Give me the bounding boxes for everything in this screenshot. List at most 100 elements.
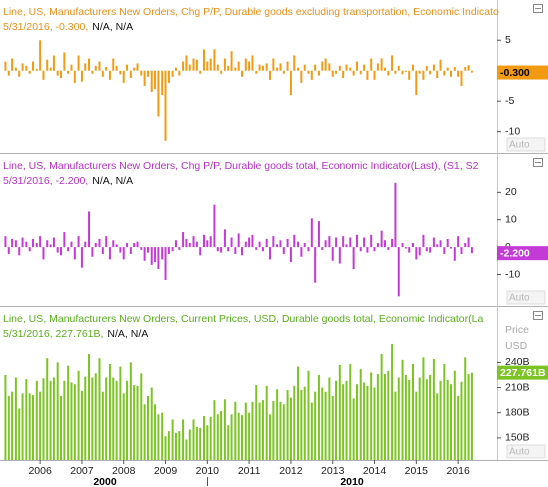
bar bbox=[453, 67, 456, 71]
bar bbox=[105, 236, 108, 248]
bar bbox=[397, 377, 400, 460]
bar bbox=[164, 247, 167, 280]
bar bbox=[52, 377, 55, 460]
panel-title: Line, US, Manufacturers New Orders, Curr… bbox=[3, 313, 483, 325]
bar bbox=[70, 64, 73, 71]
bar bbox=[244, 241, 247, 248]
bar bbox=[272, 236, 275, 248]
x-tick-label: 2008 bbox=[112, 465, 136, 477]
bar bbox=[467, 65, 470, 71]
bar bbox=[276, 67, 279, 71]
bar bbox=[223, 229, 226, 248]
bar bbox=[174, 432, 177, 460]
bar bbox=[227, 425, 230, 460]
bar bbox=[18, 247, 21, 256]
bar bbox=[84, 376, 87, 460]
bar bbox=[310, 402, 313, 460]
bar bbox=[363, 382, 366, 460]
bar bbox=[237, 61, 240, 71]
bar bbox=[387, 247, 390, 250]
bar bbox=[195, 59, 198, 71]
bar bbox=[265, 238, 268, 248]
bar bbox=[223, 399, 226, 460]
bar bbox=[352, 247, 355, 270]
bar bbox=[307, 370, 310, 460]
bar bbox=[237, 233, 240, 248]
bar bbox=[188, 243, 191, 248]
bar bbox=[244, 58, 247, 71]
bar bbox=[213, 204, 216, 248]
panel-title: Line, US, Manufacturers New Orders, Chg … bbox=[3, 160, 479, 172]
auto-button[interactable]: Auto bbox=[509, 140, 530, 151]
bar bbox=[342, 236, 345, 248]
bar bbox=[279, 401, 282, 460]
bar bbox=[202, 416, 205, 460]
bar bbox=[265, 63, 268, 71]
bar bbox=[70, 241, 73, 248]
bar bbox=[11, 58, 14, 71]
bar bbox=[464, 243, 467, 248]
panel-subtitle: 5/31/2016, -0.300, N/A, N/A bbox=[3, 21, 133, 33]
bar bbox=[349, 364, 352, 460]
bar bbox=[443, 70, 446, 76]
bar bbox=[258, 241, 261, 248]
bar bbox=[446, 379, 449, 460]
bar bbox=[178, 431, 181, 460]
bar bbox=[470, 247, 473, 254]
subtitle-extra: N/A, N/A bbox=[107, 328, 148, 340]
bar bbox=[157, 70, 160, 117]
bar bbox=[108, 364, 111, 460]
y-tick-label: 20 bbox=[505, 186, 517, 198]
bar bbox=[394, 391, 397, 460]
bar bbox=[401, 70, 404, 75]
bar bbox=[300, 390, 303, 460]
y-axis-label: Price bbox=[505, 324, 529, 336]
bar bbox=[199, 427, 202, 460]
bar bbox=[380, 230, 383, 248]
bar bbox=[178, 70, 181, 76]
bar bbox=[289, 70, 292, 96]
bar bbox=[101, 391, 104, 460]
bar bbox=[192, 236, 195, 248]
bar bbox=[136, 385, 139, 460]
bar bbox=[77, 370, 80, 460]
bar bbox=[202, 234, 205, 248]
auto-button-box bbox=[506, 137, 546, 152]
bar bbox=[4, 236, 7, 248]
bar bbox=[394, 70, 397, 74]
bar bbox=[188, 429, 191, 460]
bar bbox=[457, 70, 460, 77]
bar bbox=[349, 67, 352, 71]
bar bbox=[91, 377, 94, 460]
bar bbox=[182, 232, 185, 248]
bar bbox=[25, 241, 28, 248]
bar bbox=[115, 65, 118, 71]
bar bbox=[230, 51, 233, 71]
y-tick-label: -10 bbox=[505, 125, 520, 137]
bar bbox=[279, 63, 282, 71]
bar bbox=[282, 404, 285, 460]
bar bbox=[387, 370, 390, 460]
bar bbox=[126, 380, 129, 460]
bar bbox=[307, 247, 310, 252]
bar bbox=[11, 238, 14, 248]
x-tick-label: 2014 bbox=[363, 465, 387, 477]
bar bbox=[192, 419, 195, 460]
bar bbox=[195, 241, 198, 248]
panel-title: Line, US, Manufacturers New Orders, Chg … bbox=[3, 6, 529, 18]
auto-button[interactable]: Auto bbox=[509, 447, 530, 458]
bar bbox=[345, 380, 348, 460]
bar bbox=[310, 218, 313, 248]
bar bbox=[4, 61, 7, 71]
bar bbox=[300, 247, 303, 257]
bar bbox=[460, 70, 463, 86]
bar bbox=[363, 237, 366, 248]
bar bbox=[439, 59, 442, 71]
bar bbox=[119, 247, 122, 253]
bar bbox=[380, 58, 383, 71]
bar bbox=[345, 64, 348, 71]
bar bbox=[432, 359, 435, 460]
bar bbox=[230, 414, 233, 460]
bar bbox=[439, 380, 442, 460]
auto-button[interactable]: Auto bbox=[509, 293, 530, 304]
